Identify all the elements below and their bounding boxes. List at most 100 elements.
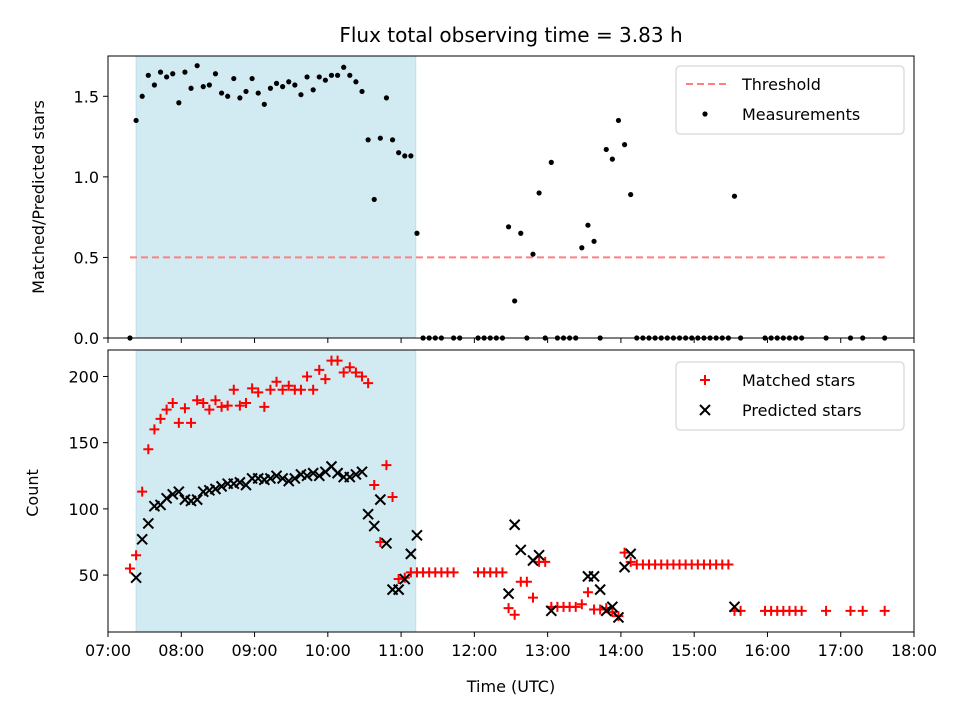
predicted-stars-point: [209, 483, 222, 495]
matched-stars-point: [283, 380, 294, 391]
matched-stars-point: [619, 547, 630, 558]
measurement-point: [389, 137, 396, 143]
measurement-point: [212, 71, 219, 77]
predicted-stars-point: [362, 508, 374, 520]
predicted-stars-point: [533, 549, 545, 561]
measurement-point: [414, 230, 420, 236]
predicted-stars-point: [374, 493, 387, 506]
predicted-stars-point: [411, 529, 423, 542]
measurement-point: [341, 64, 347, 70]
measurement-point: [328, 72, 335, 78]
predicted-stars-point: [270, 470, 283, 482]
x-tick-label: 14:00: [598, 641, 644, 660]
measurement-point: [609, 156, 615, 162]
top-y-axis-label: Matched/Predicted stars: [29, 100, 48, 294]
bottom-y-axis-label: Count: [23, 469, 42, 517]
matched-stars-point: [393, 574, 404, 585]
matched-stars-point: [314, 364, 325, 375]
measurement-point: [237, 95, 243, 101]
measurement-point: [316, 74, 322, 80]
measurement-point: [322, 77, 328, 83]
matched-stars-point: [497, 567, 508, 578]
predicted-stars-point: [289, 472, 301, 485]
legend-box: [675, 65, 905, 135]
measurement-point: [548, 159, 554, 165]
measurement-point: [731, 193, 738, 199]
predicted-stars-point: [594, 583, 606, 596]
matched-stars-point: [149, 424, 160, 435]
x-tick-label: 11:00: [378, 641, 424, 660]
y-tick-label: 100: [68, 500, 99, 519]
matched-stars-point: [186, 417, 197, 428]
predicted-stars-point: [307, 467, 319, 479]
matched-stars-point: [509, 609, 520, 620]
matched-stars-point: [308, 384, 319, 395]
matched-stars-point: [179, 403, 190, 414]
y-tick-label: 1.0: [74, 168, 99, 187]
legend-box: [675, 361, 905, 431]
x-tick-label: 10:00: [305, 641, 351, 660]
predicted-stars-point: [502, 587, 515, 600]
measurement-point: [383, 95, 390, 101]
matched-stars-point: [796, 605, 807, 616]
matched-stars-point: [302, 371, 313, 382]
measurement-point: [512, 298, 518, 304]
measurement-point: [377, 135, 383, 141]
x-tick-label: 17:00: [818, 641, 864, 660]
predicted-stars-point: [313, 470, 325, 482]
matched-stars-point: [369, 480, 380, 491]
predicted-stars-point: [283, 475, 295, 487]
y-tick-label: 0.0: [74, 329, 99, 348]
predicted-stars-point: [508, 519, 521, 531]
matched-stars-point: [222, 400, 233, 411]
legend-predicted-swatch: [699, 404, 711, 416]
matched-stars-point: [625, 556, 636, 567]
measurement-point: [261, 101, 267, 107]
matched-stars-point: [503, 603, 514, 614]
measurement-point: [170, 71, 176, 77]
matched-stars-point: [338, 367, 349, 378]
predicted-stars-point: [618, 561, 631, 573]
matched-stars-point: [247, 383, 258, 394]
predicted-stars-point: [588, 570, 600, 583]
y-tick-label: 50: [79, 566, 99, 585]
matched-stars-point: [295, 384, 306, 395]
measurement-point: [334, 72, 341, 78]
measurement-point: [188, 85, 194, 91]
predicted-stars-point: [142, 517, 155, 530]
measurement-point: [176, 100, 182, 106]
matched-stars-point: [240, 397, 251, 408]
x-tick-label: 09:00: [231, 641, 277, 660]
matched-stars-point: [387, 491, 398, 502]
legend-matched-swatch: [700, 375, 710, 385]
legend-label: Threshold: [741, 75, 821, 94]
predicted-stars-point: [368, 520, 380, 532]
shaded-observing-window: [135, 349, 417, 633]
matched-stars-point: [124, 563, 135, 574]
legend-label: Measurements: [742, 105, 860, 124]
predicted-stars-point: [215, 480, 228, 493]
measurement-point: [621, 142, 628, 148]
matched-stars-point: [192, 395, 203, 406]
measurement-point: [218, 90, 225, 96]
matched-stars-point: [204, 404, 215, 415]
top-panel: 0.0 0.5 1.0 1.5 Threshold Measurements: [74, 55, 915, 348]
measurement-point: [194, 63, 200, 69]
measurement-point: [267, 85, 274, 91]
x-axis-label: Time (UTC): [466, 677, 555, 696]
matched-stars-point: [521, 576, 532, 587]
predicted-stars-point: [264, 472, 277, 485]
predicted-stars-point: [234, 476, 246, 489]
predicted-stars-point: [301, 470, 313, 482]
matched-stars-point: [198, 397, 209, 408]
measurement-point: [530, 251, 536, 257]
matched-stars-point: [576, 599, 587, 610]
matched-stars-point: [375, 536, 386, 547]
matched-stars-point: [131, 550, 142, 561]
axes-frame: [107, 55, 915, 339]
measurement-point: [164, 74, 170, 80]
measurement-point: [579, 245, 585, 251]
measurement-point: [347, 72, 353, 78]
matched-stars-point: [143, 444, 154, 455]
matched-stars-point: [216, 401, 227, 412]
